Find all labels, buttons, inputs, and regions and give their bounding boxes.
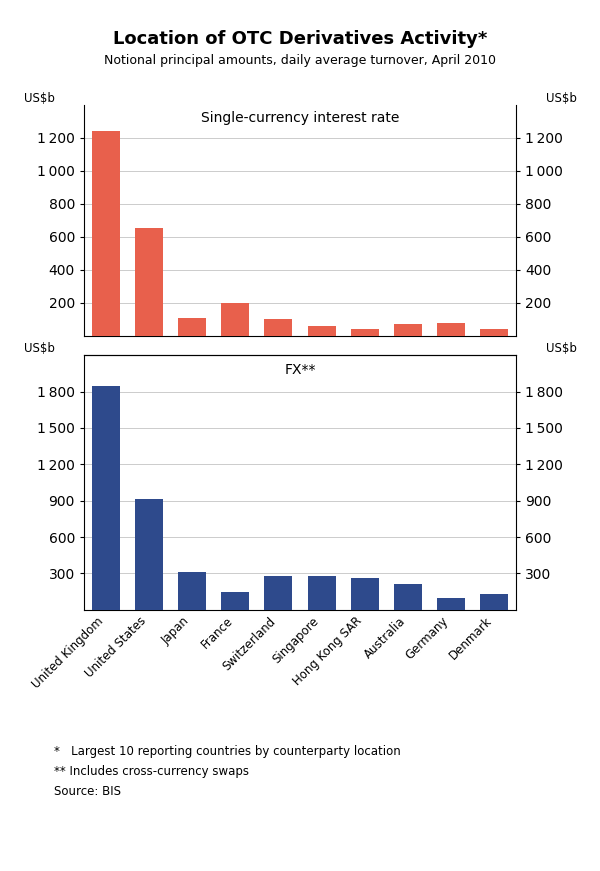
Bar [265,320,292,336]
Text: *   Largest 10 reporting countries by counterparty location: * Largest 10 reporting countries by coun… [54,745,401,758]
Bar [481,594,508,610]
Text: Notional principal amounts, daily average turnover, April 2010: Notional principal amounts, daily averag… [104,54,496,67]
Bar [394,324,422,336]
Bar [178,318,206,336]
Bar [437,598,465,610]
Bar [178,572,206,610]
Text: Source: BIS: Source: BIS [54,785,121,798]
Text: US$b: US$b [545,91,577,105]
Bar [221,591,249,610]
Bar [308,326,335,336]
Bar [481,329,508,336]
Bar [92,131,119,336]
Text: Location of OTC Derivatives Activity*: Location of OTC Derivatives Activity* [113,30,487,49]
Text: US$b: US$b [545,342,577,355]
Bar [394,584,422,610]
Bar [351,577,379,610]
Text: Single-currency interest rate: Single-currency interest rate [201,111,399,125]
Text: FX**: FX** [284,363,316,377]
Bar [135,228,163,336]
Text: US$b: US$b [23,91,55,105]
Bar [221,303,249,336]
Bar [308,576,335,610]
Bar [92,386,119,610]
Bar [135,499,163,610]
Text: ** Includes cross-currency swaps: ** Includes cross-currency swaps [54,765,249,778]
Bar [265,577,292,610]
Text: US$b: US$b [23,342,55,355]
Bar [351,329,379,336]
Bar [437,323,465,336]
